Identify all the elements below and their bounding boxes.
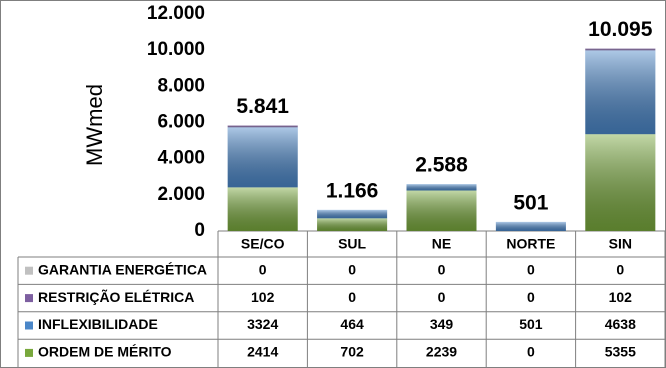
bar-sheen (317, 218, 388, 231)
table-cell: 0 (527, 289, 535, 305)
y-tick-label: 10.000 (147, 39, 205, 60)
table-cell: 0 (616, 261, 624, 277)
legend-swatch (25, 266, 33, 275)
table-cell: 702 (340, 344, 364, 360)
table-cell: 464 (340, 316, 364, 332)
bar-sheen (227, 125, 298, 128)
total-label: 1.166 (326, 179, 379, 202)
total-label: 2.588 (415, 154, 468, 177)
table-cell: 102 (609, 289, 633, 305)
table-cell: 0 (348, 289, 356, 305)
legend-label: INFLEXIBILIDADE (38, 316, 158, 332)
bar-sheen (406, 190, 477, 231)
legend-label: ORDEM DE MÉRITO (38, 344, 172, 360)
table-cell: 0 (527, 344, 535, 360)
x-tick-label: NE (432, 236, 451, 252)
table-cell: 0 (438, 289, 446, 305)
total-label: 501 (513, 191, 548, 214)
y-tick-label: 6.000 (157, 112, 205, 133)
table-cell: 0 (527, 261, 535, 277)
bar-sheen (227, 187, 298, 231)
table-cell: 501 (519, 316, 543, 332)
bar-sheen (585, 50, 656, 135)
total-label: 10.095 (588, 18, 653, 41)
bar-sheen (317, 209, 388, 219)
table-cell: 3324 (247, 316, 278, 332)
table-cell: 0 (438, 261, 446, 277)
legend-label: GARANTIA ENERGÉTICA (38, 261, 207, 277)
table-cell: 4638 (605, 316, 636, 332)
bar-sheen (406, 184, 477, 191)
bar-sheen (585, 48, 656, 51)
legend-swatch (25, 321, 33, 330)
y-tick-label: 0 (194, 220, 205, 241)
y-tick-label: 12.000 (147, 3, 205, 24)
table-cell: 5355 (605, 344, 636, 360)
bar-sheen (495, 221, 566, 231)
x-tick-label: SIN (609, 236, 632, 252)
table-cell: 0 (259, 261, 267, 277)
y-axis-title: MWmed (82, 84, 107, 166)
y-tick-label: 8.000 (157, 75, 205, 96)
table-cell: 0 (348, 261, 356, 277)
legend-label: RESTRIÇÃO ELÉTRICA (38, 288, 194, 305)
total-label: 5.841 (236, 95, 289, 118)
x-tick-label: SE/CO (241, 236, 285, 252)
table-cell: 349 (430, 316, 454, 332)
table-cell: 2239 (426, 344, 457, 360)
legend-swatch (25, 348, 33, 357)
table-cell: 102 (251, 289, 275, 305)
x-tick-label: SUL (338, 236, 366, 252)
table-cell: 2414 (247, 344, 278, 360)
bar-sheen (585, 134, 656, 231)
y-tick-label: 4.000 (157, 148, 205, 169)
legend-swatch (25, 294, 33, 303)
x-tick-label: NORTE (506, 236, 555, 252)
y-tick-label: 2.000 (157, 184, 205, 205)
bar-sheen (227, 127, 298, 188)
